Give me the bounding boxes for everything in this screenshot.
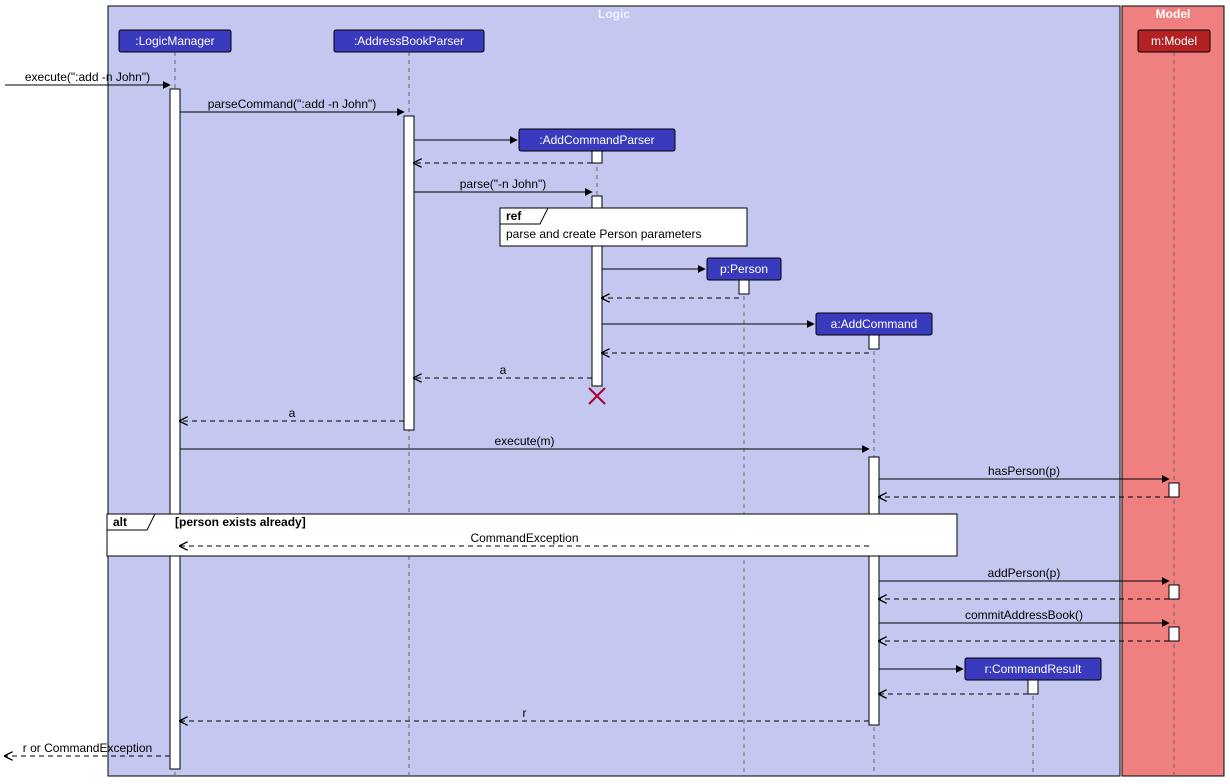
message-m13-label: hasPerson(p): [988, 464, 1060, 478]
logicManager-activation-0: [170, 89, 180, 769]
commandResult-activation-10: [1028, 680, 1038, 694]
addCommand-participant-label: a:AddCommand: [831, 317, 918, 331]
person-participant-label: p:Person: [720, 262, 768, 276]
alt-frame-label: alt: [113, 515, 127, 529]
message-m11-label: a: [289, 406, 296, 420]
logicManager-participant-label: :LogicManager: [135, 34, 214, 48]
message-m22-label: r: [523, 706, 527, 720]
alt-frame-guard: [person exists already]: [175, 515, 306, 529]
model-participant-label: m:Model: [1151, 34, 1197, 48]
message-m1-label: execute(":add -n John"): [25, 70, 150, 84]
message-m23-label: r or CommandException: [23, 741, 152, 755]
sequence-diagram: Logic Model ref parse and create Person pa…: [0, 0, 1230, 784]
addressBookParser-participant-label: :AddressBookParser: [354, 34, 464, 48]
model-activation-8: [1169, 585, 1179, 599]
commandResult-participant-label: r:CommandResult: [985, 662, 1082, 676]
message-m10-label: a: [500, 363, 507, 377]
message-m15-label: CommandException: [470, 531, 578, 545]
addCommandParser-participant-label: :AddCommandParser: [539, 133, 654, 147]
addCommand-activation-6: [869, 457, 879, 725]
person-activation-4: [739, 280, 749, 294]
model-activation-7: [1169, 483, 1179, 497]
message-m18-label: commitAddressBook(): [965, 608, 1083, 622]
logic-region-title: Logic: [598, 7, 630, 21]
ref-frame-label: ref: [506, 209, 522, 223]
model-region-box: [1122, 6, 1224, 776]
message-m5-label: parse("-n John"): [460, 177, 547, 191]
model-region-title: Model: [1156, 7, 1191, 21]
message-m12-label: execute(m): [494, 434, 554, 448]
addCommand-activation-5: [869, 335, 879, 349]
model-activation-9: [1169, 627, 1179, 641]
ref-frame-content: parse and create Person parameters: [506, 227, 701, 241]
message-m2-label: parseCommand(":add -n John"): [208, 97, 377, 111]
message-m16-label: addPerson(p): [988, 566, 1061, 580]
addressBookParser-activation-1: [404, 116, 414, 430]
addCommandParser-activation-2: [592, 151, 602, 163]
